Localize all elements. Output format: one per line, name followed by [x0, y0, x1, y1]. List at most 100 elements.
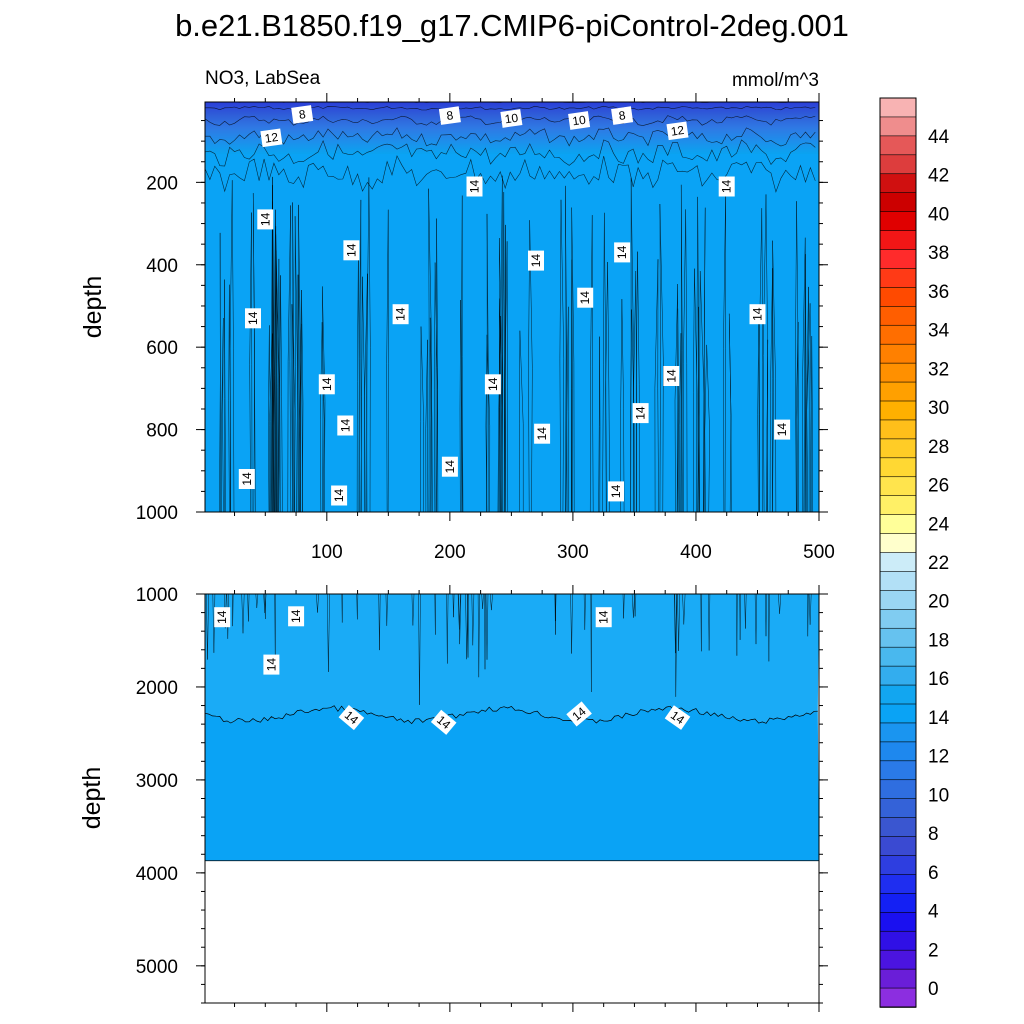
- colorbar-box: [879, 457, 917, 478]
- colorbar-label: 44: [928, 127, 950, 148]
- contour-line-14: [630, 309, 635, 512]
- contour-label-text: 14: [344, 243, 358, 257]
- x-tick-label: 100: [311, 542, 343, 563]
- surface-contour-12: [205, 127, 816, 147]
- variable-label: NO3, LabSea: [205, 68, 321, 89]
- contour-line-14: [434, 594, 437, 635]
- contour-line-14: [605, 261, 611, 512]
- contour-label-text: 14: [634, 406, 648, 420]
- colorbar-box: [879, 381, 917, 402]
- contour-label: 14: [774, 419, 791, 440]
- y-tick-label: 2000: [136, 678, 178, 699]
- contour-label-text: 14: [775, 423, 789, 437]
- contour-line-14: [241, 594, 245, 634]
- contour-line-14: [708, 594, 711, 651]
- contour-label-text: 14: [609, 484, 623, 498]
- contour-label: 14: [441, 456, 458, 477]
- contour-line-14: [446, 594, 449, 664]
- contour-line-14: [224, 279, 227, 512]
- colorbar-box: [879, 306, 917, 327]
- contour-label-text: 14: [615, 245, 629, 259]
- colorbar-box: [879, 476, 917, 497]
- colorbar-label: 36: [928, 282, 949, 303]
- contour-line-14: [728, 313, 732, 512]
- colorbar-box: [879, 552, 917, 573]
- contour-label: 14: [664, 705, 691, 730]
- contour-line-14: [696, 196, 700, 512]
- contour-line-14: [249, 212, 253, 512]
- colorbar-box: [879, 760, 917, 781]
- contour-line-14: [320, 322, 325, 512]
- contour-line-14: [677, 594, 680, 651]
- y-tick-label: 3000: [136, 771, 178, 792]
- colorbar-box: [879, 646, 917, 667]
- contour-line-14: [504, 224, 506, 512]
- contour-line-14: [291, 202, 295, 512]
- contour-line-14: [300, 289, 304, 512]
- contour-line-14: [231, 594, 234, 627]
- colorbar-label: 16: [928, 669, 949, 690]
- contour-line-14: [636, 251, 640, 512]
- contour-label-text: 14: [264, 658, 278, 672]
- colorbar-box: [879, 419, 917, 440]
- colorbar-frame: [879, 97, 917, 1008]
- contour-line-14: [465, 594, 469, 660]
- contour-label: 14: [257, 209, 274, 230]
- contour-line-14: [795, 321, 799, 512]
- colorbar-box: [879, 324, 917, 345]
- y-tick-label: 5000: [136, 957, 178, 978]
- colorbar-label: 32: [928, 359, 949, 380]
- contour-label: 8: [611, 106, 634, 125]
- contour-label: 14: [608, 481, 624, 502]
- contour-label: 14: [614, 242, 631, 263]
- contour-line-14: [434, 262, 438, 512]
- contour-label: 14: [484, 374, 501, 395]
- contour-label-text: 10: [504, 111, 519, 127]
- colorbar-box: [879, 836, 917, 857]
- contour-line-14: [778, 594, 782, 614]
- colorbar-label: 10: [928, 785, 949, 806]
- contour-line-14: [326, 594, 330, 672]
- contour-label-text: 14: [240, 472, 254, 486]
- colorbar-label: 28: [928, 437, 949, 458]
- colorbar-label: 30: [928, 398, 949, 419]
- contour-label: 14: [318, 374, 335, 395]
- contour-label-text: 14: [320, 377, 334, 391]
- contour-line-14: [807, 594, 809, 637]
- colorbar-label: 34: [928, 321, 950, 342]
- colorbar-box: [879, 722, 917, 743]
- colorbar-label: 8: [928, 824, 939, 845]
- contour-label-text: 14: [332, 489, 346, 503]
- colorbar-box: [879, 116, 917, 137]
- contour-line-14: [278, 275, 283, 512]
- contour-line-14: [498, 298, 503, 512]
- colorbar-box: [879, 249, 917, 270]
- contour-line-14: [206, 594, 209, 660]
- colorbar-box: [879, 590, 917, 611]
- x-tick-label: 200: [434, 542, 466, 563]
- contour-line-14: [589, 215, 594, 512]
- colorbar-label: 6: [928, 863, 939, 884]
- contour-label-text: 14: [468, 180, 482, 194]
- contour-label-text: 14: [394, 307, 408, 321]
- contour-label-text: 14: [338, 419, 352, 433]
- contour-line-14: [565, 306, 569, 512]
- contour-line-14: [583, 594, 586, 630]
- colorbar-box: [879, 665, 917, 686]
- lower-deep-region: [205, 705, 819, 861]
- contour-line-14: [806, 286, 810, 512]
- contour-line-14: [221, 317, 224, 512]
- contour-label: 14: [392, 304, 409, 325]
- contour-line-14: [386, 209, 389, 512]
- contour-line-14: [411, 594, 415, 626]
- contour-label: 10: [500, 109, 523, 128]
- contour-line-14: [322, 286, 326, 512]
- contour-line-14: [795, 201, 800, 512]
- contour-line-14: [457, 594, 461, 630]
- colorbar-box: [879, 268, 917, 289]
- colorbar-box: [879, 154, 917, 175]
- colorbar-label: 2: [928, 940, 939, 961]
- contour-label: 14: [663, 366, 680, 386]
- colorbar-box: [879, 495, 917, 516]
- contour-label: 14: [466, 176, 483, 197]
